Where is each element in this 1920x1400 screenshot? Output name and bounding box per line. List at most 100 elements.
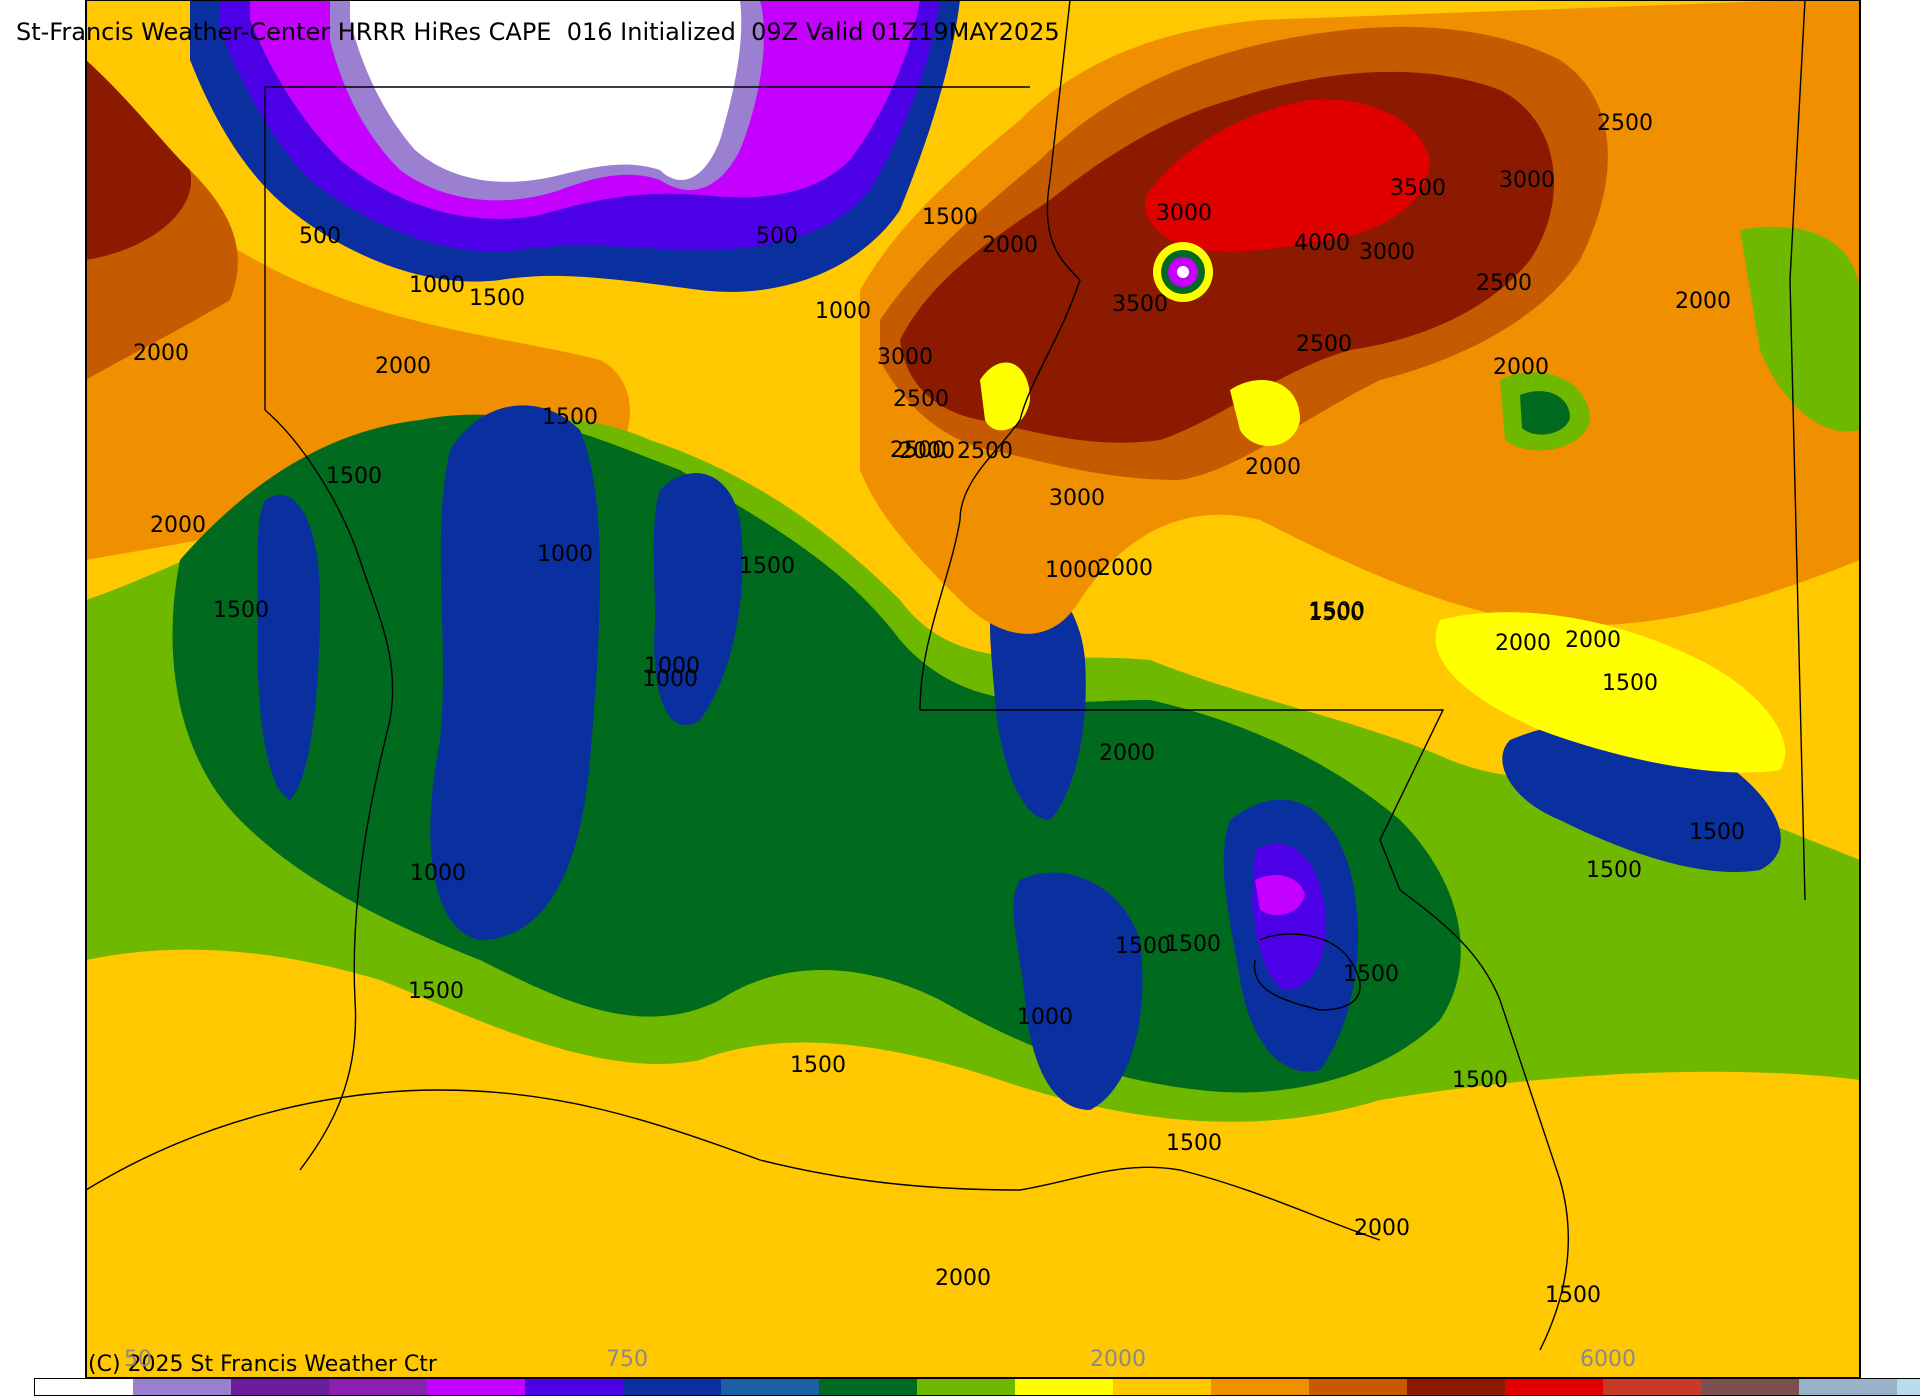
contour-label: 1000: [1045, 558, 1101, 583]
contour-label: 1500: [1586, 858, 1642, 883]
field-yellow-north-2: [1230, 380, 1300, 447]
colorbar-cell: [1603, 1379, 1701, 1395]
contour-label: 1500: [1309, 599, 1365, 624]
boundary-coast: [1399, 889, 1569, 1351]
contour-label: 1500: [790, 1053, 846, 1078]
contour-label: 1500: [213, 598, 269, 623]
colorbar-tick-50: 50: [124, 1347, 152, 1372]
contour-label: 1000: [1017, 1005, 1073, 1030]
contour-label: 2500: [890, 438, 946, 463]
contour-label: 2500: [1597, 111, 1653, 136]
field-navy-4: [990, 574, 1086, 820]
contour-label: 3500: [1112, 292, 1168, 317]
contour-label: 2000: [1354, 1216, 1410, 1241]
contour-label: 1000: [537, 542, 593, 567]
contour-label: 2500: [1296, 332, 1352, 357]
contour-label: 2500: [1476, 271, 1532, 296]
contour-label: 1500: [739, 554, 795, 579]
contour-label: 1500: [1689, 820, 1745, 845]
contour-label: 2000: [1099, 741, 1155, 766]
colorbar-cell: [35, 1379, 133, 1395]
field-darkred-west: [86, 60, 192, 260]
contour-label: 1000: [644, 654, 700, 679]
colorbar-cell: [1015, 1379, 1113, 1395]
contour-label: 1000: [815, 299, 871, 324]
copyright-notice: (C) 2025 St Francis Weather Ctr: [88, 1352, 437, 1377]
contour-label: 1500: [1166, 1131, 1222, 1156]
contour-label: 1500: [1452, 1068, 1508, 1093]
contour-label: 1500: [542, 405, 598, 430]
colorbar-cell: [525, 1379, 623, 1395]
field-white-north: [350, 0, 742, 182]
colorbar-cell: [721, 1379, 819, 1395]
contour-label: 3000: [1156, 201, 1212, 226]
colorbar-cell: [917, 1379, 1015, 1395]
contour-labels: 500 5001000150010001500200020002000150015…: [133, 111, 1745, 1308]
boundary-loop: [1253, 933, 1361, 1011]
colorbar-cell: [329, 1379, 427, 1395]
contour-label: 500: [299, 224, 341, 249]
contour-label: 2000: [375, 354, 431, 379]
colorbar-cell: [1799, 1379, 1897, 1395]
contour-label: 1500: [1545, 1283, 1601, 1308]
colorbar-cell: [1701, 1379, 1799, 1395]
contour-label: 500: [756, 224, 798, 249]
contour-label: 1500: [1165, 932, 1221, 957]
colorbar-tick-2000: 2000: [1090, 1347, 1146, 1372]
contour-label: 2000: [1565, 628, 1621, 653]
map-title: St-Francis Weather-Center HRRR HiRes CAP…: [16, 18, 1060, 46]
contour-label: 2000: [899, 439, 955, 464]
field-yellow-north-1: [980, 362, 1030, 431]
colorbar: [34, 1378, 1920, 1396]
colorbar-tick-750: 750: [606, 1347, 648, 1372]
boundary-south: [85, 1089, 1381, 1241]
field-navy-1: [430, 405, 600, 940]
contour-label: 4000: [1294, 231, 1350, 256]
colorbar-cell: [1897, 1379, 1920, 1395]
contour-label: 3500: [1390, 176, 1446, 201]
field-green-east: [1740, 226, 1860, 432]
colorbar-cell: [427, 1379, 525, 1395]
contour-label: 2000: [1245, 455, 1301, 480]
contour-label: 2000: [1495, 631, 1551, 656]
contour-label: 3000: [1049, 486, 1105, 511]
contour-label: 2500: [893, 387, 949, 412]
colorbar-cell: [819, 1379, 917, 1395]
field-navy-3: [257, 494, 320, 800]
contour-label: 1500: [922, 205, 978, 230]
contour-label: 1500: [408, 979, 464, 1004]
field-rust-west: [86, 170, 238, 380]
colorbar-cell: [1309, 1379, 1407, 1395]
colorbar-tick-6000: 6000: [1580, 1347, 1636, 1372]
state-boundaries: [85, 0, 1806, 1351]
boundary-river: [264, 409, 394, 1171]
contour-label: 1000: [409, 273, 465, 298]
boundary-east: [1789, 0, 1806, 901]
colorbar-cell: [231, 1379, 329, 1395]
contour-label: 2000: [133, 341, 189, 366]
contour-label: 3000: [1499, 168, 1555, 193]
field-yellow-east: [1435, 612, 1786, 773]
field-bullseye-core: [1177, 266, 1189, 278]
contour-label: 1500: [469, 286, 525, 311]
contour-label: 2000: [982, 233, 1038, 258]
colorbar-cell: [133, 1379, 231, 1395]
field-red-north: [1145, 99, 1430, 252]
colorbar-cell: [1407, 1379, 1505, 1395]
contour-label: 1500: [1115, 934, 1171, 959]
contour-label: 3000: [1359, 240, 1415, 265]
contour-label: 1500: [1343, 962, 1399, 987]
contour-label: 1500: [1308, 601, 1364, 626]
field-navy-5: [1013, 872, 1143, 1110]
field-magenta-1: [1255, 875, 1305, 915]
contour-label: 3000: [877, 345, 933, 370]
contour-label: 2000: [935, 1266, 991, 1291]
colorbar-cell: [623, 1379, 721, 1395]
field-darkgreen-ne: [1520, 391, 1570, 435]
boundary-mid: [920, 709, 1445, 891]
colorbar-cell: [1113, 1379, 1211, 1395]
boundary-se: [919, 0, 1081, 711]
contour-label: 1500: [1602, 671, 1658, 696]
contour-label: 1000: [642, 667, 698, 692]
